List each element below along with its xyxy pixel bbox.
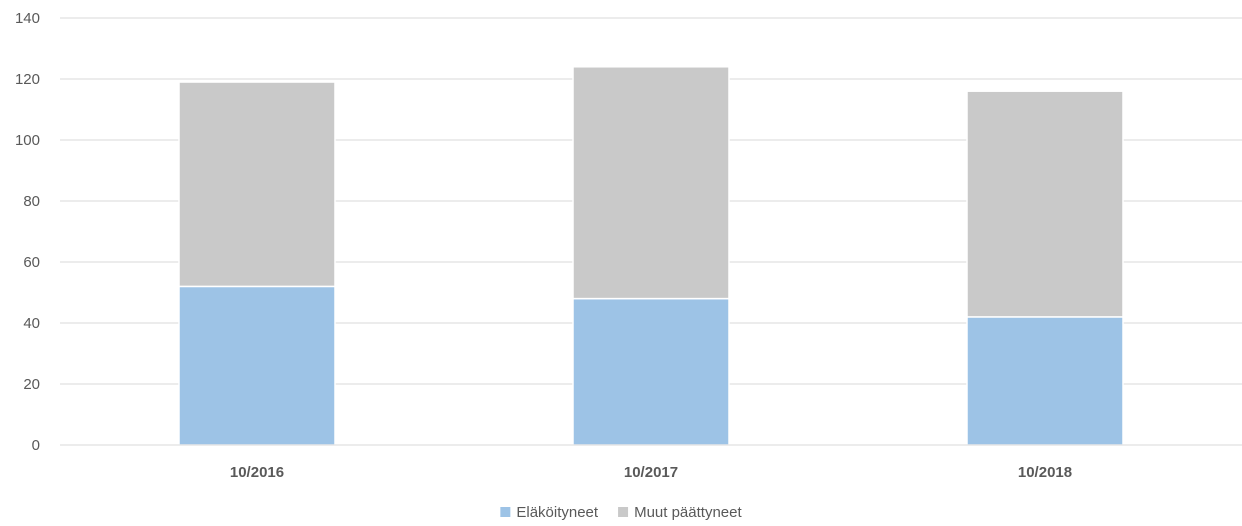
bar-segment-muut-paattyneet [178,81,336,288]
bars [178,66,1124,446]
legend: Eläköityneet Muut päättyneet [500,504,742,521]
legend-item: Muut päättyneet [618,504,742,521]
y-tick-label: 120 [15,71,40,88]
y-tick-label: 100 [15,132,40,149]
x-axis: 10/2016 10/2017 10/2018 [230,464,1072,481]
x-category-label: 10/2017 [624,464,678,481]
legend-swatch [618,507,629,517]
legend-item: Eläköityneet [500,504,599,521]
bar-segment-elakoityneet [572,297,730,446]
legend-label: Eläköityneet [516,504,599,521]
legend-swatch [500,507,511,517]
y-axis: 0 20 40 60 80 100 120 140 [15,10,40,454]
bar-segment-elakoityneet [178,285,336,446]
bar-segment-elakoityneet [966,316,1124,446]
y-tick-label: 140 [15,10,40,27]
y-tick-label: 60 [23,254,40,271]
y-tick-label: 0 [32,437,40,454]
bar-segment-muut-paattyneet [966,90,1124,318]
x-category-label: 10/2018 [1018,464,1072,481]
legend-label: Muut päättyneet [634,504,742,521]
bar-segment-muut-paattyneet [572,66,730,300]
y-tick-label: 80 [23,193,40,210]
y-tick-label: 40 [23,315,40,332]
y-tick-label: 20 [23,376,40,393]
x-category-label: 10/2016 [230,464,284,481]
